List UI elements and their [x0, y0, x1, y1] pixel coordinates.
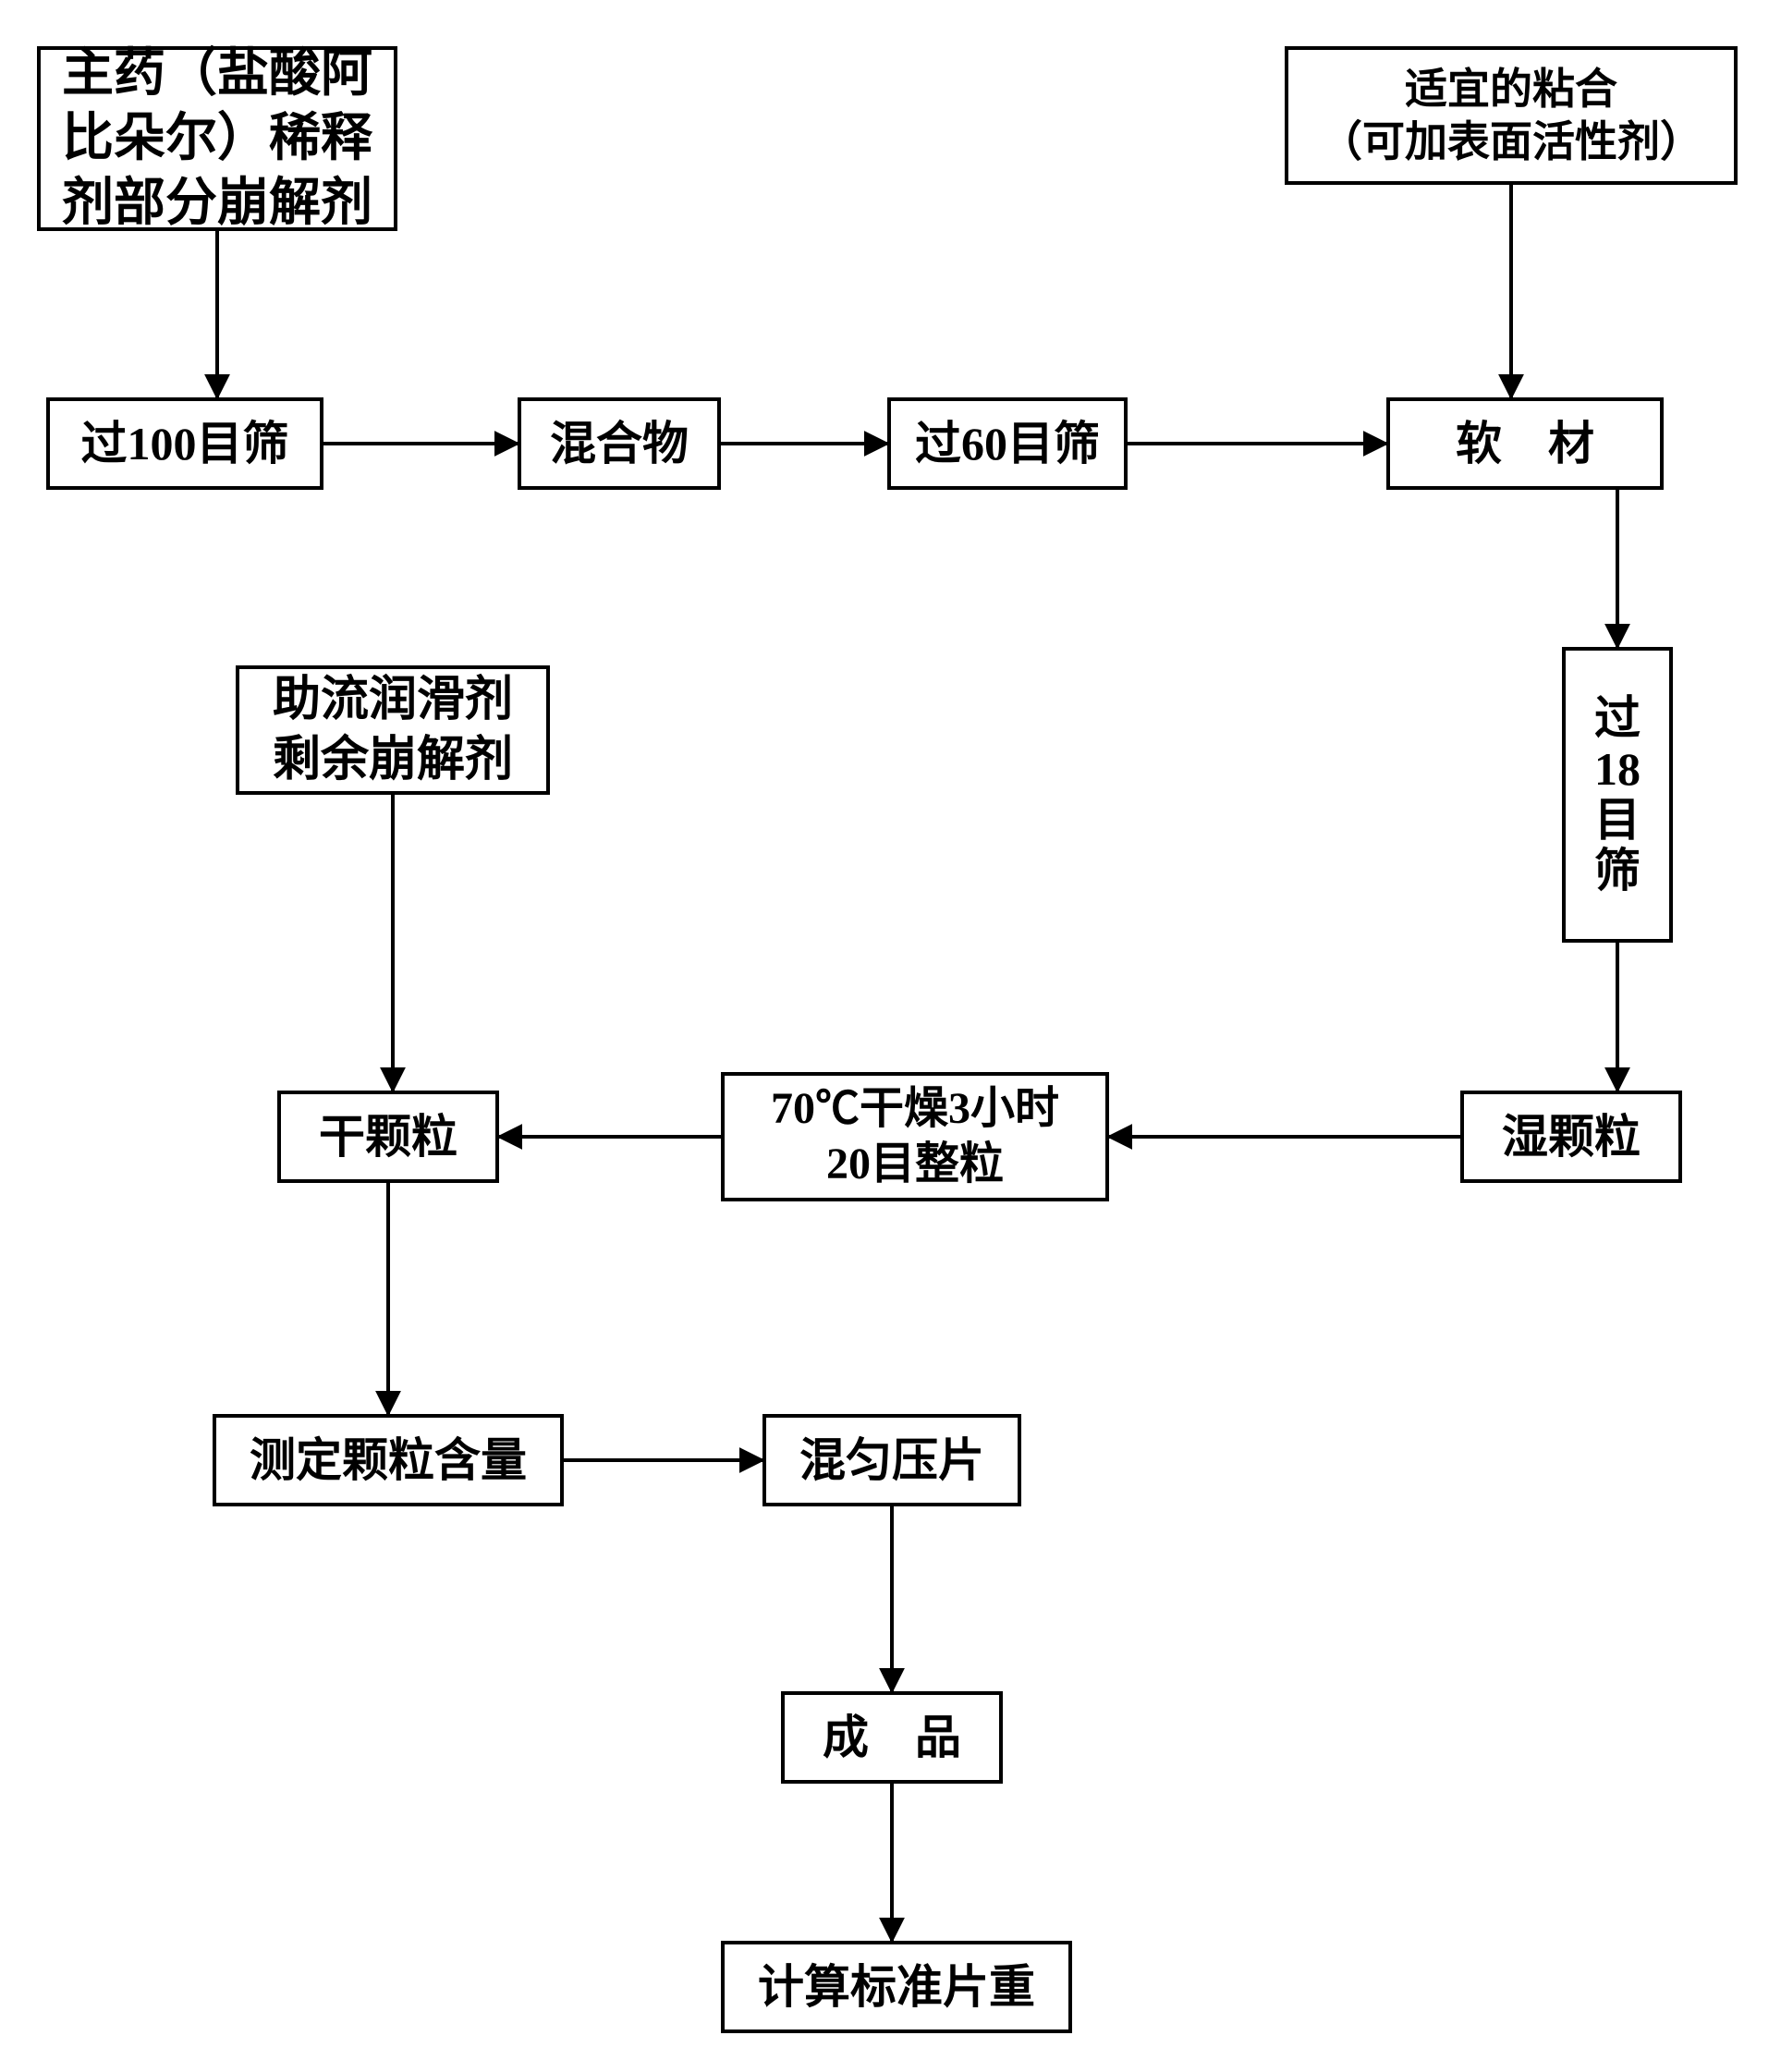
node-press: 混匀压片 [762, 1414, 1021, 1506]
node-label: 软 材 [1456, 415, 1594, 473]
node-label: 计算标准片重 [758, 1958, 1035, 2017]
node-label: 主药（盐酸阿 比朵尔）稀释 剂部分崩解剂 [62, 42, 372, 236]
node-product: 成 品 [781, 1691, 1003, 1784]
node-dry70: 70℃干燥3小时 20目整粒 [721, 1072, 1109, 1201]
node-label: 测定颗粒含量 [250, 1432, 527, 1490]
node-label: 过100目筛 [81, 415, 289, 473]
node-label: 过18目筛 [1594, 693, 1641, 896]
node-binder: 适宜的粘合 （可加表面活性剂） [1285, 46, 1738, 185]
node-calc: 计算标准片重 [721, 1941, 1072, 2033]
node-sieve18: 过18目筛 [1562, 647, 1673, 943]
node-label: 助流润滑剂 剩余崩解剂 [273, 670, 513, 790]
node-label: 混合物 [550, 415, 689, 473]
node-label: 湿颗粒 [1502, 1108, 1641, 1166]
node-soft: 软 材 [1386, 397, 1664, 490]
node-label: 适宜的粘合 （可加表面活性剂） [1320, 63, 1702, 169]
node-label: 70℃干燥3小时 20目整粒 [771, 1081, 1059, 1192]
node-lubricant: 助流润滑剂 剩余崩解剂 [236, 665, 550, 795]
node-measure: 测定颗粒含量 [213, 1414, 564, 1506]
node-mixture: 混合物 [518, 397, 721, 490]
node-label: 干颗粒 [319, 1108, 457, 1166]
node-wet: 湿颗粒 [1460, 1091, 1682, 1183]
node-sieve100: 过100目筛 [46, 397, 323, 490]
node-label: 成 品 [823, 1709, 961, 1767]
node-main-drug: 主药（盐酸阿 比朵尔）稀释 剂部分崩解剂 [37, 46, 397, 231]
node-label: 混匀压片 [799, 1432, 984, 1490]
node-label: 过60目筛 [915, 415, 1100, 473]
node-drygran: 干颗粒 [277, 1091, 499, 1183]
node-sieve60: 过60目筛 [887, 397, 1128, 490]
